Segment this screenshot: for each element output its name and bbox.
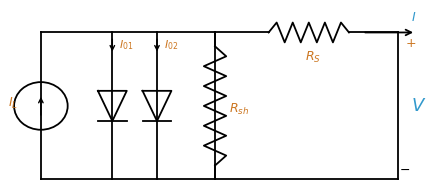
Text: $I$: $I$: [410, 11, 416, 24]
Text: $R_{sh}$: $R_{sh}$: [229, 102, 249, 118]
Text: $I_{01}$: $I_{01}$: [119, 38, 133, 52]
Text: $V$: $V$: [410, 97, 425, 115]
Text: $I_L$: $I_L$: [8, 96, 18, 112]
Text: $I_{02}$: $I_{02}$: [163, 38, 178, 52]
Text: $-$: $-$: [398, 163, 410, 176]
Text: $+$: $+$: [404, 37, 415, 50]
Text: $R_S$: $R_S$: [304, 50, 321, 65]
